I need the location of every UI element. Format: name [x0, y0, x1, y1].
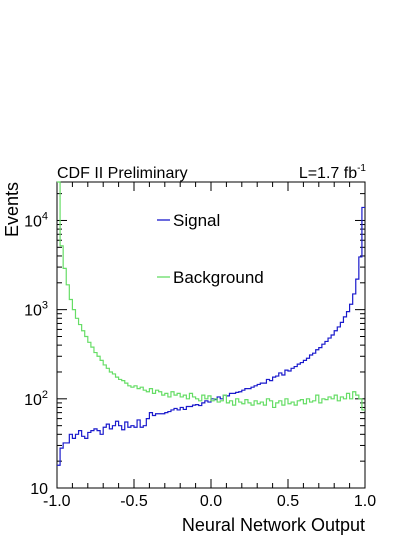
x-tick-label: -1.0 [43, 493, 71, 510]
y-tick-label: 103 [24, 300, 48, 320]
y-tick-label-exponent: 2 [42, 389, 48, 401]
y-tick-label: 10 [30, 481, 48, 498]
x-axis-label: Neural Network Output [182, 515, 365, 535]
y-axis-label: Events [2, 182, 22, 237]
x-tick-labels: -1.0 -0.5 0.0 0.5 1.0 [43, 493, 376, 510]
legend-signal-label: Signal [173, 211, 220, 230]
y-tick-label-base: 10 [30, 481, 48, 498]
y-tick-label-base: 10 [24, 213, 42, 230]
x-tick-label: -0.5 [120, 493, 148, 510]
y-tick-label-exponent: 3 [42, 300, 48, 312]
y-tick-label: 104 [24, 210, 48, 230]
series-background-line [57, 181, 365, 411]
header-right-sup: -1 [357, 163, 366, 174]
x-tick-label: 0.0 [200, 493, 222, 510]
legend-background-label: Background [173, 268, 264, 287]
header-right-prefix: L=1.7 fb [299, 165, 357, 182]
series-group [57, 181, 365, 466]
y-tick-label-exponent: 4 [42, 210, 48, 222]
legend: Signal Background [157, 211, 264, 287]
x-tick-label: 0.5 [277, 493, 299, 510]
axis-ticks [56, 182, 366, 489]
series-signal-line [57, 206, 365, 466]
y-tick-label: 102 [24, 389, 48, 409]
x-tick-label: 1.0 [354, 493, 376, 510]
header-left: CDF II Preliminary [57, 165, 188, 182]
y-tick-label-base: 10 [24, 392, 42, 409]
header-right: L=1.7 fb-1 [299, 163, 367, 182]
y-tick-label-base: 10 [24, 303, 42, 320]
